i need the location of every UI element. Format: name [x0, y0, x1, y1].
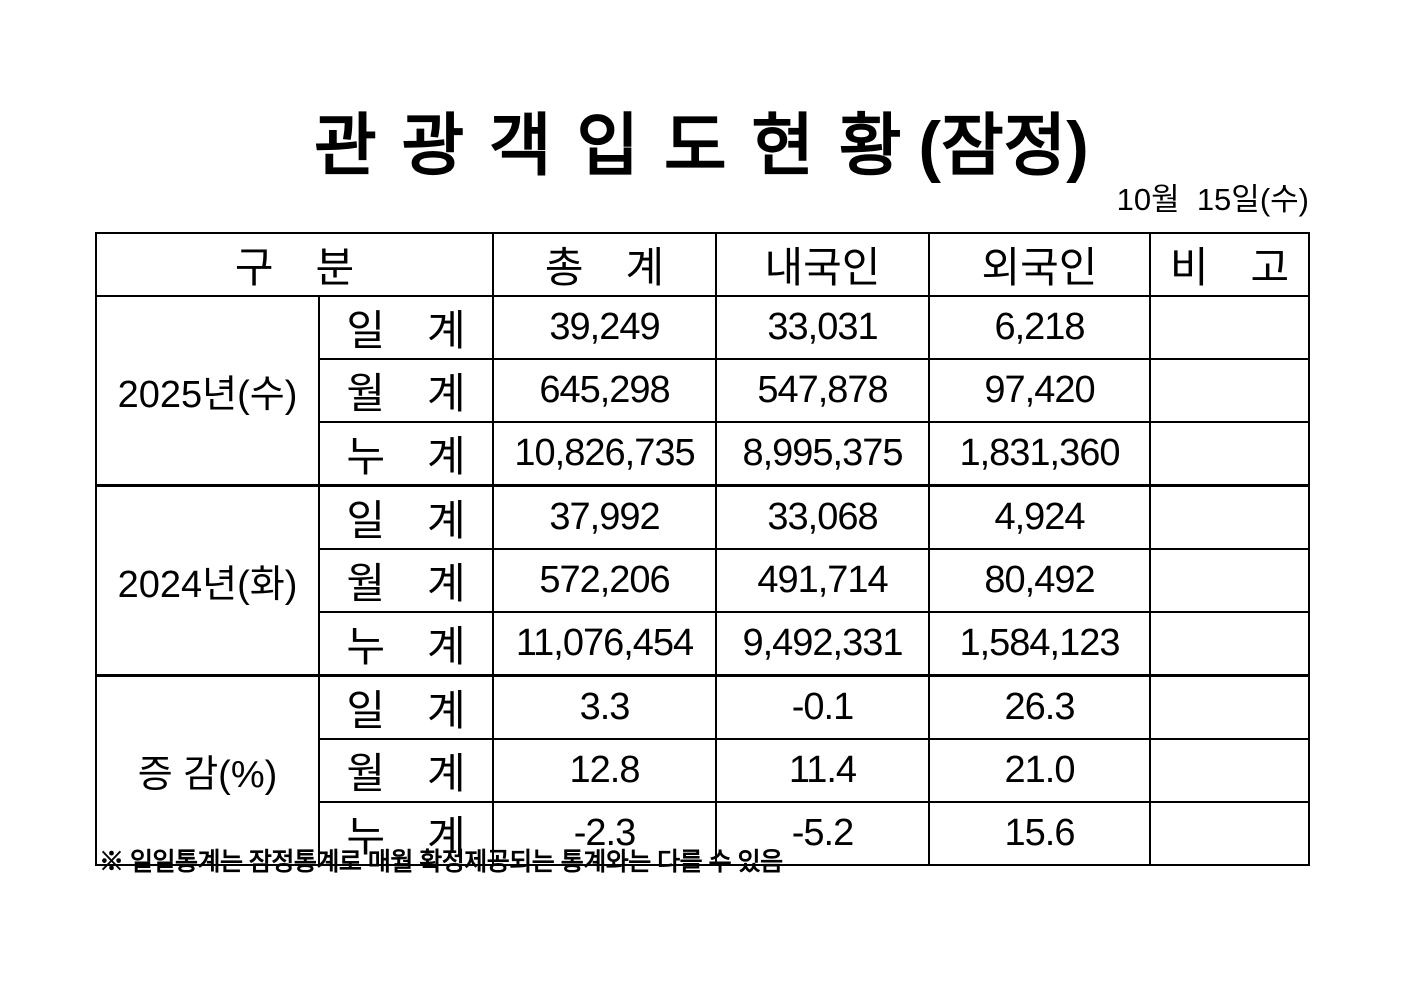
domestic-value-cell: -5.2: [715, 801, 930, 866]
foreign-value-cell: 21.0: [928, 738, 1151, 803]
total-value-cell: -2.3: [492, 801, 717, 866]
domestic-value-cell: 11.4: [715, 738, 930, 803]
row-label-cell: 월 계: [318, 738, 494, 803]
page-title-text: 관 광 객 입 도 현 황: [314, 108, 905, 184]
remarks-cell: [1149, 358, 1310, 423]
foreign-value-cell: 6,218: [928, 295, 1151, 360]
remarks-cell: [1149, 674, 1310, 740]
row-label-cell: 누 계: [318, 421, 494, 487]
page-title-suffix: (잠정): [918, 108, 1089, 184]
foreign-value-cell: 26.3: [928, 674, 1151, 740]
table-row: 월 계 645,298 547,878 97,420: [96, 358, 1310, 423]
tourist-arrivals-table: 구 분 총 계 내국인 외국인 비 고 2025년(수) 일 계 39,249 …: [95, 232, 1310, 866]
total-value-cell: 39,249: [492, 295, 717, 360]
foreign-value-cell: 80,492: [928, 548, 1151, 613]
table-header-row: 구 분 총 계 내국인 외국인 비 고: [95, 232, 1310, 297]
table-row: 누 계 11,076,454 9,492,331 1,584,123: [96, 611, 1310, 677]
foreign-value-cell: 4,924: [928, 484, 1151, 550]
total-value-cell: 645,298: [492, 358, 717, 423]
domestic-value-cell: 9,492,331: [715, 611, 930, 677]
row-label-cell: 누 계: [318, 611, 494, 677]
domestic-value-cell: 8,995,375: [715, 421, 930, 487]
remarks-cell: [1149, 738, 1310, 803]
total-value-cell: 37,992: [492, 484, 717, 550]
table-row: 2025년(수) 일 계 39,249 33,031 6,218: [95, 295, 1310, 487]
table-row: 증 감(%) 일 계 3.3 -0.1 26.3: [95, 674, 1310, 866]
remarks-cell: [1149, 484, 1310, 550]
header-total-cell: 총 계: [492, 232, 717, 297]
row-label-cell: 월 계: [318, 358, 494, 423]
row-label-cell: 일 계: [318, 484, 494, 550]
total-value-cell: 12.8: [492, 738, 717, 803]
header-remarks-cell: 비 고: [1149, 232, 1310, 297]
header-domestic-cell: 내국인: [715, 232, 930, 297]
remarks-cell: [1149, 548, 1310, 613]
header-category-cell: 구 분: [95, 232, 494, 297]
total-value-cell: 11,076,454: [492, 611, 717, 677]
table-row: 월 계 12.8 11.4 21.0: [96, 738, 1310, 803]
total-value-cell: 10,826,735: [492, 421, 717, 487]
row-label-cell: 일 계: [318, 674, 494, 740]
table-row: 월 계 572,206 491,714 80,492: [96, 548, 1310, 613]
group-2025-label-cell: 2025년(수): [95, 295, 320, 487]
total-value-cell: 572,206: [492, 548, 717, 613]
row-label-cell: 월 계: [318, 548, 494, 613]
footnote: ※ 일일통계는 잠정통계로 매월 확정제공되는 통계와는 다를 수 있음: [99, 848, 783, 876]
group-2024-label-cell: 2024년(화): [95, 484, 320, 677]
remarks-cell: [1149, 421, 1310, 487]
row-label-cell: 일 계: [318, 295, 494, 360]
remarks-cell: [1149, 611, 1310, 677]
foreign-value-cell: 15.6: [928, 801, 1151, 866]
row-label-cell: 누 계: [318, 801, 494, 866]
foreign-value-cell: 1,831,360: [928, 421, 1151, 487]
domestic-value-cell: -0.1: [715, 674, 930, 740]
table-row: 2024년(화) 일 계 37,992 33,068 4,924: [95, 484, 1310, 677]
foreign-value-cell: 97,420: [928, 358, 1151, 423]
domestic-value-cell: 33,031: [715, 295, 930, 360]
domestic-value-cell: 491,714: [715, 548, 930, 613]
group-change-label-cell: 증 감(%): [95, 674, 320, 866]
page-title: 관 광 객 입 도 현 황 (잠정): [0, 90, 1403, 189]
total-value-cell: 3.3: [492, 674, 717, 740]
table-row: 누 계 10,826,735 8,995,375 1,831,360: [96, 421, 1310, 487]
foreign-value-cell: 1,584,123: [928, 611, 1151, 677]
table-row: 누 계 -2.3 -5.2 15.6: [96, 801, 1310, 866]
domestic-value-cell: 547,878: [715, 358, 930, 423]
domestic-value-cell: 33,068: [715, 484, 930, 550]
remarks-cell: [1149, 295, 1310, 360]
remarks-cell: [1149, 801, 1310, 866]
header-foreign-cell: 외국인: [928, 232, 1151, 297]
date-label: 10월 15일(수): [1116, 182, 1309, 217]
